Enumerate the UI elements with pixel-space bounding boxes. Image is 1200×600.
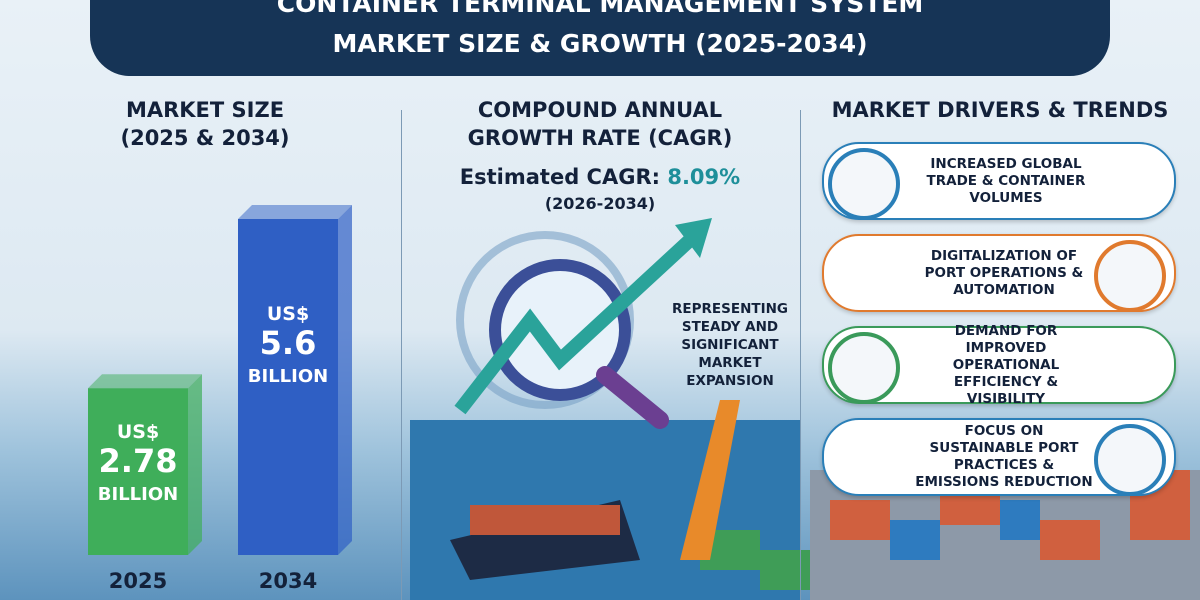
bar-unit: BILLION <box>248 366 328 387</box>
year-label: 2025 <box>109 569 167 593</box>
cagr-period: (2026-2034) <box>544 194 656 213</box>
bar-unit: BILLION <box>98 484 178 505</box>
driver-text: DIGITALIZATION OF PORT OPERATIONS & AUTO… <box>924 247 1084 298</box>
driver-icon <box>828 148 900 220</box>
driver-card: DEMAND FOR IMPROVED OPERATIONAL EFFICIEN… <box>822 322 1176 407</box>
driver-icon <box>1094 424 1166 496</box>
title-banner <box>90 0 1110 76</box>
bar-top <box>88 374 202 389</box>
cagr-label: Estimated CAGR: <box>459 165 661 189</box>
divider <box>800 110 801 600</box>
cagr-line: Estimated CAGR: 8.09% <box>420 165 780 189</box>
bar-side <box>188 374 202 555</box>
year-label: 2034 <box>259 569 317 593</box>
driver-icon <box>828 332 900 404</box>
bar-value: 5.6 <box>260 324 317 362</box>
driver-card: DIGITALIZATION OF PORT OPERATIONS & AUTO… <box>822 234 1176 312</box>
section-title: MARKET SIZE (2025 & 2034) <box>120 98 290 150</box>
bar-currency: US$ <box>117 421 159 443</box>
bar-side <box>338 205 352 555</box>
cagr-note: REPRESENTING STEADY AND SIGNIFICANT MARK… <box>672 301 788 389</box>
driver-text: FOCUS ON SUSTAINABLE PORT PRACTICES & EM… <box>915 423 1093 490</box>
page-title: CONTAINER TERMINAL MANAGEMENT SYSTEM MAR… <box>276 0 924 58</box>
section-title: MARKET DRIVERS & TRENDS <box>831 98 1169 122</box>
section-title: COMPOUND ANNUAL GROWTH RATE (CAGR) <box>467 98 733 150</box>
driver-card: INCREASED GLOBAL TRADE & CONTAINER VOLUM… <box>822 142 1176 220</box>
bar-top <box>238 205 352 219</box>
driver-card: FOCUS ON SUSTAINABLE PORT PRACTICES & EM… <box>822 418 1176 496</box>
bar <box>88 388 188 555</box>
driver-icon <box>1094 240 1166 312</box>
driver-text: DEMAND FOR IMPROVED OPERATIONAL EFFICIEN… <box>952 322 1060 407</box>
divider <box>401 110 402 600</box>
bar <box>238 219 338 555</box>
bar-currency: US$ <box>267 303 309 325</box>
driver-text: INCREASED GLOBAL TRADE & CONTAINER VOLUM… <box>926 155 1086 206</box>
bar-value: 2.78 <box>99 442 178 480</box>
cagr-value: 8.09% <box>667 165 741 189</box>
